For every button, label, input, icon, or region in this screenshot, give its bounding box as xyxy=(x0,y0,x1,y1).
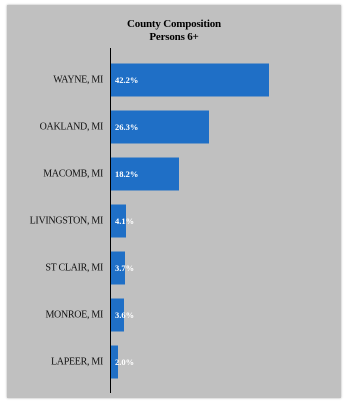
bar xyxy=(111,157,179,191)
bar-data-label: 26.3% xyxy=(115,122,139,132)
bar-data-label: 42.2% xyxy=(115,75,139,85)
category-label: LAPEER, MI xyxy=(50,356,103,368)
bar-data-label: 3.7% xyxy=(115,263,135,273)
bar xyxy=(111,251,125,285)
bar-data-label: 2.0% xyxy=(115,357,135,367)
category-label: MACOMB, MI xyxy=(43,168,103,180)
bar-data-label: 18.2% xyxy=(115,169,139,179)
category-label: WAYNE, MI xyxy=(53,74,103,86)
chart-title: County Composition xyxy=(127,18,221,30)
bar xyxy=(111,298,125,332)
bar xyxy=(111,345,119,379)
category-label: OAKLAND, MI xyxy=(39,121,104,133)
category-axis-line xyxy=(110,48,111,393)
bar-data-label: 3.6% xyxy=(115,310,135,320)
bar xyxy=(111,63,269,97)
category-label: MONROE, MI xyxy=(45,309,103,321)
chart-panel: County Composition Persons 6+ WAYNE, MI 4… xyxy=(7,5,341,398)
chart-subtitle: Persons 6+ xyxy=(149,31,199,43)
bar xyxy=(111,110,210,144)
category-label: ST CLAIR, MI xyxy=(45,262,103,274)
bar-data-label: 4.1% xyxy=(115,216,135,226)
category-label: LIVINGSTON, MI xyxy=(29,215,104,227)
bar xyxy=(111,204,127,238)
